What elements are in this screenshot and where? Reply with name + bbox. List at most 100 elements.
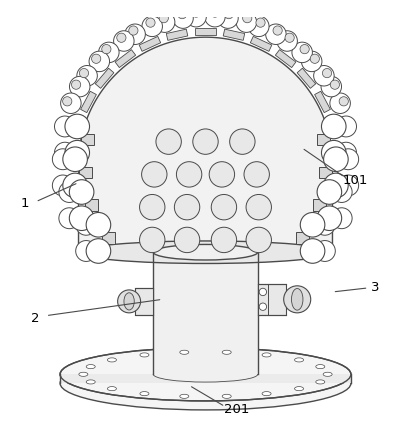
Polygon shape bbox=[139, 36, 161, 51]
Text: 3: 3 bbox=[371, 281, 380, 294]
Circle shape bbox=[244, 162, 269, 187]
Polygon shape bbox=[153, 252, 258, 374]
Circle shape bbox=[102, 45, 111, 54]
Circle shape bbox=[277, 31, 298, 51]
Ellipse shape bbox=[153, 245, 258, 260]
Circle shape bbox=[330, 80, 339, 89]
Circle shape bbox=[146, 18, 155, 27]
Circle shape bbox=[300, 45, 309, 54]
Circle shape bbox=[266, 24, 286, 44]
Polygon shape bbox=[81, 134, 94, 145]
Circle shape bbox=[86, 239, 111, 263]
Circle shape bbox=[117, 33, 126, 43]
Circle shape bbox=[156, 129, 181, 154]
Polygon shape bbox=[314, 91, 330, 113]
Ellipse shape bbox=[79, 372, 88, 377]
Circle shape bbox=[292, 42, 312, 62]
Circle shape bbox=[52, 149, 73, 170]
Circle shape bbox=[321, 114, 346, 139]
Circle shape bbox=[321, 140, 346, 165]
Circle shape bbox=[256, 18, 265, 27]
Circle shape bbox=[159, 14, 169, 23]
Ellipse shape bbox=[295, 387, 304, 391]
Circle shape bbox=[209, 162, 235, 187]
Circle shape bbox=[174, 227, 200, 253]
Polygon shape bbox=[166, 29, 188, 40]
Polygon shape bbox=[223, 29, 245, 40]
Ellipse shape bbox=[140, 353, 149, 357]
Circle shape bbox=[300, 213, 325, 237]
Circle shape bbox=[92, 54, 101, 63]
Circle shape bbox=[259, 303, 267, 311]
Circle shape bbox=[55, 116, 75, 137]
Circle shape bbox=[176, 162, 202, 187]
Circle shape bbox=[211, 194, 237, 220]
Circle shape bbox=[321, 76, 342, 97]
Circle shape bbox=[118, 290, 141, 313]
Circle shape bbox=[69, 206, 94, 230]
Circle shape bbox=[142, 16, 162, 37]
Polygon shape bbox=[250, 36, 272, 51]
Circle shape bbox=[77, 66, 97, 86]
Polygon shape bbox=[317, 134, 330, 145]
Ellipse shape bbox=[107, 358, 116, 362]
Circle shape bbox=[211, 227, 237, 253]
Circle shape bbox=[246, 227, 271, 253]
Polygon shape bbox=[296, 232, 309, 244]
Circle shape bbox=[72, 80, 81, 89]
Circle shape bbox=[246, 194, 271, 220]
Ellipse shape bbox=[124, 293, 134, 310]
Ellipse shape bbox=[323, 372, 332, 377]
Circle shape bbox=[336, 142, 356, 163]
Ellipse shape bbox=[180, 394, 189, 398]
Circle shape bbox=[125, 24, 145, 44]
Polygon shape bbox=[313, 199, 326, 211]
Circle shape bbox=[224, 9, 233, 19]
Polygon shape bbox=[79, 167, 92, 178]
Circle shape bbox=[338, 149, 359, 170]
Circle shape bbox=[273, 26, 282, 35]
Circle shape bbox=[323, 173, 348, 198]
Circle shape bbox=[79, 69, 89, 78]
Polygon shape bbox=[79, 37, 332, 252]
Circle shape bbox=[186, 7, 206, 27]
Ellipse shape bbox=[180, 350, 189, 354]
Circle shape bbox=[129, 26, 138, 35]
Circle shape bbox=[76, 214, 97, 235]
Circle shape bbox=[205, 7, 225, 27]
Text: 201: 201 bbox=[224, 404, 249, 416]
Ellipse shape bbox=[262, 353, 271, 357]
Circle shape bbox=[155, 12, 175, 32]
Ellipse shape bbox=[86, 380, 95, 384]
Circle shape bbox=[310, 54, 319, 63]
Text: 1: 1 bbox=[21, 197, 30, 210]
Circle shape bbox=[336, 116, 356, 137]
Circle shape bbox=[99, 42, 119, 62]
Ellipse shape bbox=[295, 358, 304, 362]
Ellipse shape bbox=[153, 366, 258, 382]
Circle shape bbox=[192, 8, 201, 17]
Circle shape bbox=[322, 69, 332, 78]
Circle shape bbox=[285, 33, 294, 43]
Polygon shape bbox=[275, 50, 296, 68]
Ellipse shape bbox=[222, 350, 231, 354]
Circle shape bbox=[317, 180, 342, 204]
Ellipse shape bbox=[316, 380, 325, 384]
Circle shape bbox=[61, 93, 81, 113]
Circle shape bbox=[65, 114, 90, 139]
Circle shape bbox=[178, 9, 187, 19]
Ellipse shape bbox=[60, 348, 351, 401]
Circle shape bbox=[210, 8, 219, 17]
Polygon shape bbox=[135, 288, 153, 315]
Circle shape bbox=[63, 147, 88, 171]
Circle shape bbox=[140, 227, 165, 253]
Circle shape bbox=[142, 162, 167, 187]
Circle shape bbox=[62, 97, 72, 106]
Polygon shape bbox=[60, 374, 351, 383]
Polygon shape bbox=[195, 28, 216, 35]
Ellipse shape bbox=[60, 357, 351, 410]
Circle shape bbox=[86, 213, 111, 237]
Polygon shape bbox=[319, 167, 332, 178]
Circle shape bbox=[173, 8, 193, 28]
Circle shape bbox=[259, 288, 267, 295]
